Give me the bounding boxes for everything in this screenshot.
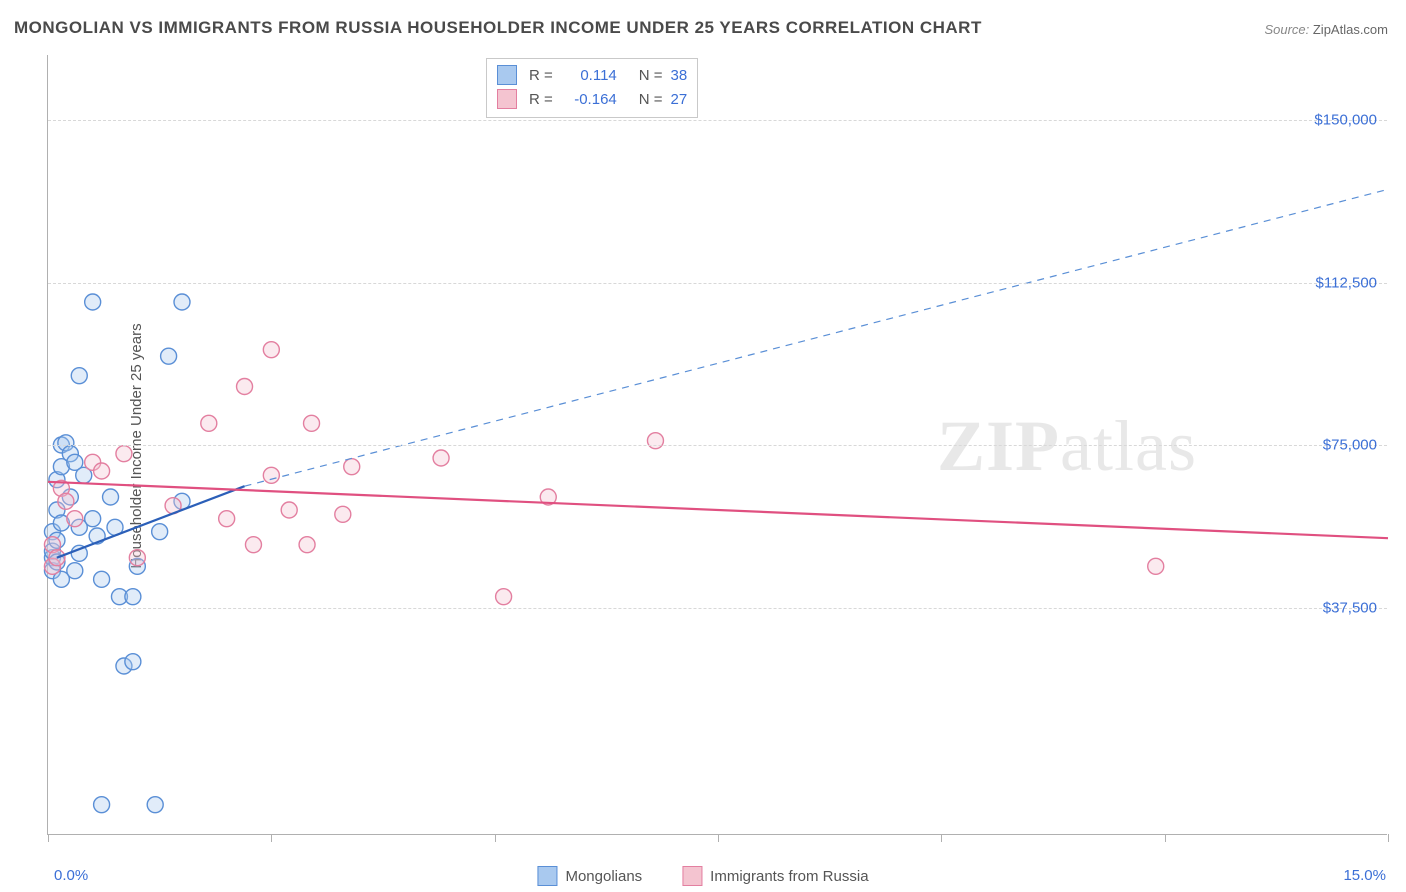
legend-swatch — [537, 866, 557, 886]
scatter-point — [1148, 558, 1164, 574]
source-value: ZipAtlas.com — [1313, 22, 1388, 37]
scatter-point — [125, 589, 141, 605]
scatter-point — [299, 537, 315, 553]
y-tick-label: $112,500 — [1316, 274, 1377, 291]
scatter-point — [94, 571, 110, 587]
scatter-point — [85, 294, 101, 310]
scatter-point — [103, 489, 119, 505]
n-value: 38 — [671, 67, 688, 84]
scatter-point — [304, 415, 320, 431]
x-axis-min-label: 0.0% — [54, 867, 88, 884]
stats-row: R = 0.114 N = 38 — [497, 63, 687, 87]
legend-label: Mongolians — [565, 868, 642, 885]
x-tick — [271, 834, 272, 842]
scatter-point — [67, 563, 83, 579]
n-label: N = — [639, 91, 663, 108]
n-value: 27 — [671, 91, 688, 108]
scatter-point — [344, 459, 360, 475]
scatter-point — [174, 294, 190, 310]
scatter-point — [147, 797, 163, 813]
scatter-point — [71, 368, 87, 384]
n-label: N = — [639, 67, 663, 84]
r-value: 0.114 — [561, 67, 617, 84]
x-tick — [1165, 834, 1166, 842]
gridline — [48, 283, 1387, 284]
x-tick — [48, 834, 49, 842]
trend-line-extrapolated — [245, 189, 1388, 486]
scatter-point — [496, 589, 512, 605]
y-tick-label: $150,000 — [1314, 112, 1377, 129]
r-value: -0.164 — [561, 91, 617, 108]
gridline — [48, 608, 1387, 609]
scatter-point — [263, 467, 279, 483]
scatter-point — [433, 450, 449, 466]
scatter-point — [116, 446, 132, 462]
scatter-point — [201, 415, 217, 431]
x-tick — [1388, 834, 1389, 842]
series-swatch — [497, 65, 517, 85]
source-attribution: Source: ZipAtlas.com — [1264, 22, 1388, 37]
r-label: R = — [529, 67, 553, 84]
scatter-point — [335, 506, 351, 522]
y-tick-label: $75,000 — [1323, 437, 1377, 454]
scatter-point — [85, 511, 101, 527]
scatter-point — [94, 797, 110, 813]
legend-item: Mongolians — [537, 866, 642, 886]
scatter-point — [281, 502, 297, 518]
r-label: R = — [529, 91, 553, 108]
scatter-point — [263, 342, 279, 358]
scatter-point — [58, 493, 74, 509]
legend-bottom: Mongolians Immigrants from Russia — [537, 866, 868, 886]
trend-line — [48, 482, 1388, 538]
scatter-plot-area: ZIPatlas R =0.114N = 38R =-0.164N = 27 $… — [47, 55, 1387, 835]
x-tick — [941, 834, 942, 842]
legend-swatch — [682, 866, 702, 886]
scatter-point — [647, 433, 663, 449]
source-label: Source: — [1264, 22, 1312, 37]
y-tick-label: $37,500 — [1323, 599, 1377, 616]
series-swatch — [497, 89, 517, 109]
gridline — [48, 445, 1387, 446]
legend-item: Immigrants from Russia — [682, 866, 868, 886]
scatter-point — [245, 537, 261, 553]
scatter-point — [237, 379, 253, 395]
scatter-point — [161, 348, 177, 364]
scatter-point — [219, 511, 235, 527]
scatter-point — [125, 654, 141, 670]
chart-title: MONGOLIAN VS IMMIGRANTS FROM RUSSIA HOUS… — [14, 18, 982, 38]
correlation-stats-box: R = 0.114 N = 38 R = -0.164 N = 27 — [486, 58, 698, 118]
scatter-point — [67, 511, 83, 527]
stats-row: R = -0.164 N = 27 — [497, 87, 687, 111]
x-tick — [495, 834, 496, 842]
scatter-point — [129, 550, 145, 566]
x-axis-max-label: 15.0% — [1343, 867, 1386, 884]
gridline — [48, 120, 1387, 121]
scatter-point — [152, 524, 168, 540]
x-tick — [718, 834, 719, 842]
legend-label: Immigrants from Russia — [710, 868, 868, 885]
scatter-point — [94, 463, 110, 479]
